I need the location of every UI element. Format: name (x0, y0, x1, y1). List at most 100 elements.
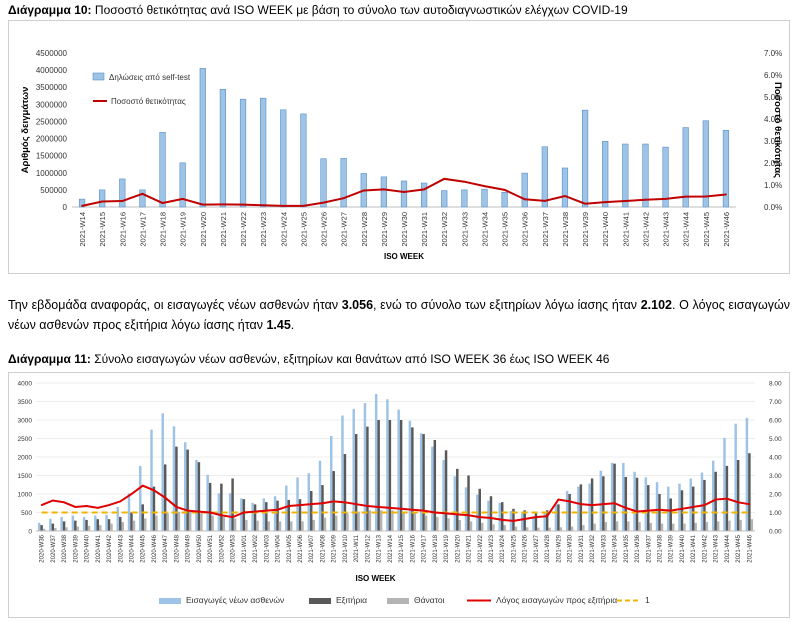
admissions-bar (543, 511, 546, 531)
discharges-bar (557, 504, 560, 531)
x-tick-label: 2021-W07 (309, 534, 315, 562)
deaths-bar (559, 527, 563, 531)
chart10-label: Διάγραμμα 10: (8, 3, 92, 17)
x-tick-label: 2020-W51 (208, 534, 214, 562)
ratio-point (85, 505, 88, 507)
discharges-bar (242, 499, 246, 531)
discharges-value: 2.102 (640, 298, 672, 312)
positivity-point (141, 192, 144, 195)
deaths-bar (492, 524, 495, 531)
ratio-point (220, 514, 223, 517)
discharges-bar (40, 525, 43, 531)
deaths-bar (166, 513, 169, 531)
positivity-point (342, 197, 345, 200)
ratio-point (40, 504, 43, 506)
ratio-point (366, 505, 369, 507)
y-tick-label: 1500000 (36, 152, 68, 161)
x-tick-label: 2021-W37 (646, 534, 652, 562)
ratio-point (490, 517, 492, 519)
positivity-point (322, 201, 325, 204)
deaths-bar (256, 520, 259, 531)
selftest-bar (521, 172, 528, 208)
admissions-bar (565, 491, 569, 531)
x-tick-label: 2021-W15 (98, 212, 107, 247)
x-tick-label: 2021-W38 (658, 534, 664, 562)
x-tick-label: 2021-W19 (444, 534, 450, 562)
ratio-point (445, 512, 447, 515)
discharges-bar (208, 482, 212, 531)
legend-label-one: 1 (645, 595, 650, 605)
x-tick-label: 2021-W05 (287, 534, 293, 562)
ratio-point (254, 510, 256, 513)
discharges-bar (276, 500, 279, 531)
deaths-bar (728, 520, 731, 531)
ratio-point (265, 509, 268, 512)
deaths-bar (177, 511, 181, 531)
legend-label-deaths: Θάνατοι (414, 595, 445, 605)
deaths-bar (368, 510, 372, 531)
chart10-svg: 0 500000 1000000 1500000 2000000 2500000 30000… (20, 49, 783, 261)
discharges-bar (130, 512, 133, 531)
x-tick-label: 2021-W34 (480, 212, 489, 247)
ratio-point (52, 499, 54, 502)
ratio-point (591, 504, 593, 506)
y-tick-label: 3000000 (36, 100, 68, 109)
positivity-point (282, 205, 285, 207)
admissions-bar (667, 486, 670, 531)
admissions-bar (217, 493, 221, 531)
admissions-bar (419, 433, 423, 531)
chart11-caption: Διάγραμμα 11: Σύνολο εισαγωγών νέων ασθε… (8, 352, 609, 366)
x-tick-label: 2021-W22 (239, 212, 248, 247)
y2-tick-label: 6.0% (764, 71, 782, 80)
admissions-bar (296, 477, 299, 531)
deaths-bar (424, 515, 428, 531)
positivity-point (181, 197, 184, 200)
deaths-bar (155, 515, 158, 531)
x-tick-label: 2021-W08 (320, 534, 326, 562)
admissions-bar (49, 518, 52, 531)
x-tick-label: 2021-W25 (511, 534, 517, 562)
x-tick-label: 2020-W40 (85, 534, 91, 562)
ratio-point (669, 509, 672, 512)
deaths-bar (705, 522, 709, 531)
discharges-bar (545, 510, 549, 531)
x-tick-label: 2021-W40 (601, 212, 610, 247)
discharges-bar (231, 478, 234, 531)
deaths-bar (627, 521, 630, 531)
x-tick-label: 2021-W23 (489, 534, 495, 562)
discharges-bar (422, 434, 425, 531)
y-tick-label: 0 (28, 529, 32, 536)
discharges-bar (186, 449, 189, 531)
deaths-bar (278, 521, 282, 531)
y2-tick-label: 1.0% (764, 181, 782, 190)
discharges-bar (119, 516, 122, 531)
admissions-bar (285, 485, 288, 531)
discharges-bar (691, 486, 695, 531)
discharges-bar (624, 476, 628, 531)
x-tick-label: 2020-W47 (163, 534, 169, 562)
y-tick-label: 4000000 (36, 66, 68, 75)
admissions-bar (431, 446, 434, 531)
deaths-bar (447, 518, 450, 531)
deaths-bar (233, 518, 237, 531)
selftest-bar (199, 68, 206, 208)
admissions-bar (161, 413, 164, 531)
ratio-point (287, 505, 290, 507)
selftest-bar (602, 140, 609, 208)
positivity-point (222, 203, 224, 206)
y-tick-label: 500000 (40, 186, 67, 195)
discharges-bar (388, 420, 392, 531)
y-tick-label: 2500 (18, 436, 33, 443)
ratio-line (41, 484, 750, 522)
x-tick-label: 2021-W45 (702, 212, 711, 247)
y-tick-label: 4500000 (36, 49, 68, 58)
positivity-point (604, 201, 607, 204)
ratio-point (535, 516, 537, 518)
admissions-bar (442, 459, 445, 531)
deaths-bar (649, 522, 652, 531)
admissions-bar (330, 435, 333, 531)
x-tick-label: 2021-W43 (662, 212, 671, 247)
admissions-bar (588, 483, 591, 531)
x-tick-label: 2020-W42 (107, 534, 113, 562)
deaths-bar (525, 527, 529, 531)
